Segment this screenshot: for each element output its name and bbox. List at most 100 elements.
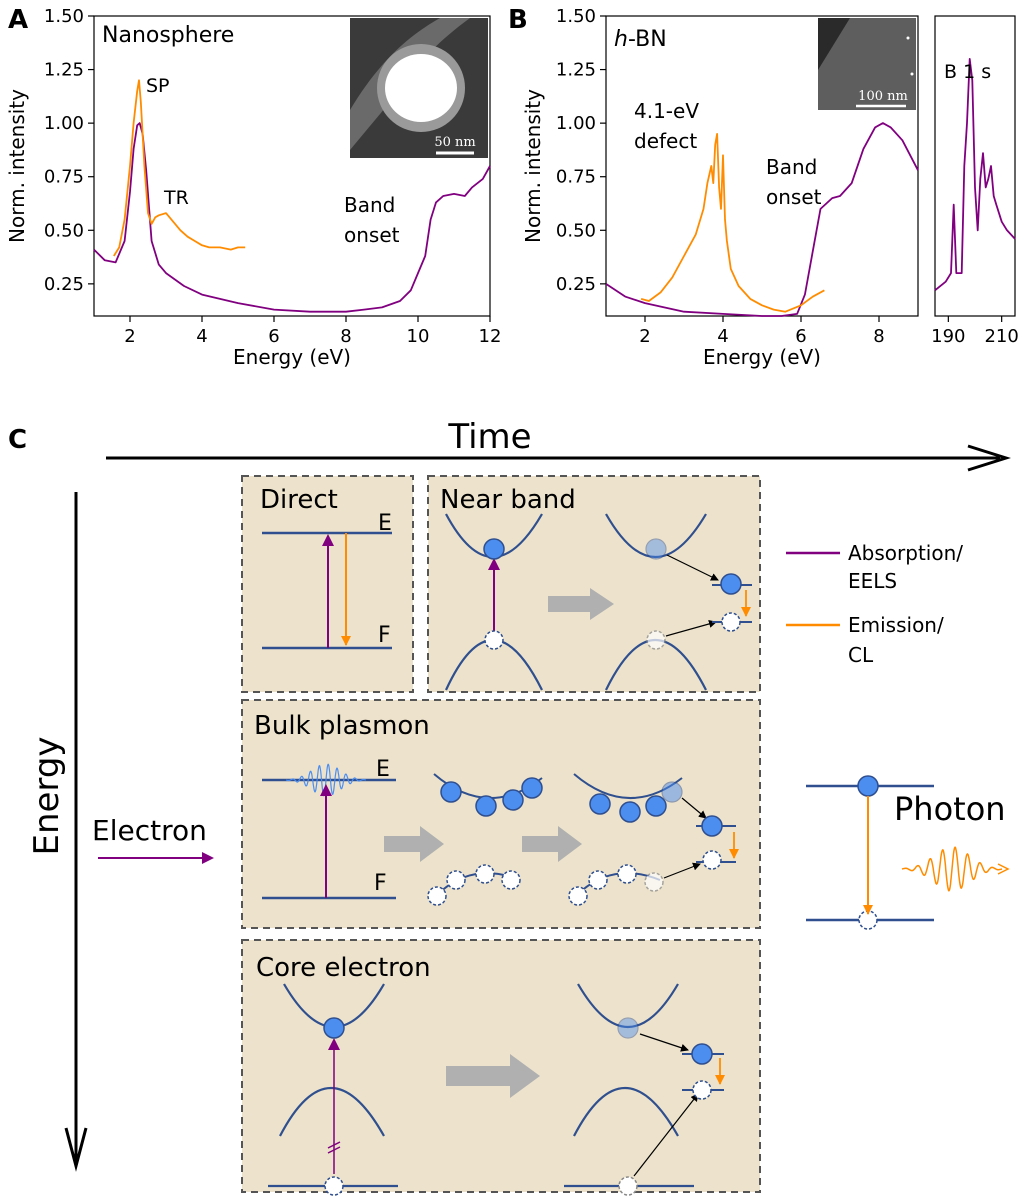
emission-cl-series [113, 79, 246, 257]
energy-label: Energy [27, 736, 67, 855]
direct-label-e: E [378, 511, 392, 536]
axis-break-icon [327, 1141, 341, 1149]
panel-b-xlabel: Energy (eV) [703, 345, 821, 369]
panel-b-curves [605, 122, 919, 317]
panel-a: A 2 4 6 8 10 12 0.25 0.50 0.75 1.00 1.25 1.50 Nano… [5, 5, 501, 369]
hole-icon [617, 864, 637, 884]
photon-wave-icon [901, 846, 1003, 892]
bulk-plasmon-title: Bulk plasmon [254, 711, 430, 741]
hole-icon [324, 1176, 344, 1196]
absorption-eels-series [605, 122, 919, 317]
time-arrowhead [967, 444, 1011, 472]
electron-icon [483, 538, 505, 560]
core-electron-title: Core electron [256, 953, 431, 983]
hole-icon [588, 870, 608, 890]
absorption-eels-series [934, 58, 1016, 292]
direct-box: Direct E F [241, 475, 414, 693]
electron-icon [440, 781, 462, 803]
panel-a-y-ticks: 0.25 0.50 0.75 1.00 1.25 1.50 [44, 6, 94, 295]
absorption-eels-series [93, 122, 491, 313]
panel-b-y-tick-label: 1.00 [556, 113, 596, 134]
b1s-x-tick-label: 210 [984, 326, 1018, 347]
relax-arrow [666, 554, 719, 581]
b1s-x-ticks: 190 210 [931, 316, 1019, 347]
time-label: Time [447, 417, 531, 457]
process-arrow-icon [384, 826, 444, 862]
legend-emission-line2: CL [848, 643, 874, 667]
nanosphere-micrograph: 50 nm [350, 18, 488, 158]
photon-emission-diagram: Photon [806, 775, 1010, 930]
panel-a-x-tick-label: 6 [268, 326, 279, 347]
hole-icon [475, 864, 495, 884]
legend-absorption-line1: Absorption/ [848, 541, 963, 565]
annotation-onset: onset [344, 223, 400, 247]
annotation-sp: SP [146, 75, 170, 97]
panel-b-x-tick-label: 2 [639, 326, 650, 347]
panel-c-letter: C [8, 425, 27, 455]
panel-b-letter: B [508, 5, 528, 35]
panel-b-y-tick-label: 0.25 [556, 274, 596, 295]
panel-a-y-tick-label: 0.50 [44, 220, 84, 241]
panel-b-title-italic: h [614, 27, 628, 52]
panel-c: C Time Energy Absorption/ EELS Emission/… [8, 417, 1011, 1196]
nanosphere-scale-bar: 50 nm [434, 135, 475, 150]
panel-b-y-ticks: 0.25 0.50 0.75 1.00 1.25 1.50 [556, 6, 606, 295]
electron-icon [691, 1043, 713, 1065]
electron-icon [475, 795, 497, 817]
hbn-micrograph: 100 nm [818, 18, 916, 110]
electron-icon [701, 815, 723, 837]
annotation-tr: TR [163, 187, 189, 209]
axis-break-icon [327, 1146, 341, 1154]
conduction-band [605, 513, 707, 558]
photon-arrowhead [997, 863, 1010, 875]
direct-title: Direct [260, 485, 338, 515]
panel-b-y-tick-label: 0.75 [556, 167, 596, 188]
panel-a-y-tick-label: 0.75 [44, 167, 84, 188]
conduction-band [577, 983, 679, 1028]
annotation-defect-energy: 4.1-eV [634, 99, 699, 123]
panel-b-y-tick-label: 0.50 [556, 220, 596, 241]
electron-icon [619, 801, 641, 823]
hbn-scale-bar: 100 nm [858, 89, 908, 104]
valence-band [573, 1086, 679, 1137]
panel-a-y-tick-label: 0.25 [44, 274, 84, 295]
emission-cl-series [640, 132, 825, 313]
electron-icon [857, 775, 879, 797]
hole-icon [501, 870, 521, 890]
valence-band [279, 1086, 385, 1137]
electron-label: Electron [92, 814, 207, 847]
relax-arrow [663, 862, 701, 879]
panel-b-x-tick-label: 6 [795, 326, 806, 347]
relax-arrow [681, 797, 707, 819]
electron-icon [323, 1017, 345, 1039]
panel-b-x-ticks: 2 4 6 8 [639, 316, 885, 347]
relax-arrow [633, 1093, 699, 1177]
energy-arrowhead [64, 1127, 88, 1172]
panel-b-y-tick-label: 1.50 [556, 6, 596, 27]
annotation-band-b: Band [766, 155, 817, 179]
legend-emission-line1: Emission/ [848, 613, 944, 637]
core-electron-box: Core electron [241, 939, 761, 1196]
panel-b-x-tick-label: 8 [873, 326, 884, 347]
panel-a-curves [93, 79, 491, 313]
panel-b-x-tick-label: 4 [717, 326, 728, 347]
panel-a-title: Nanosphere [102, 23, 234, 48]
electron-faded-icon [645, 538, 667, 560]
near-band-box: Near band [427, 475, 761, 693]
electron-icon [521, 777, 543, 799]
process-arrow-icon [548, 588, 614, 620]
panel-b-title: h-BN [614, 27, 667, 52]
photon-label: Photon [894, 790, 1006, 828]
b1s-x-tick-label: 190 [931, 326, 965, 347]
hole-icon [446, 870, 466, 890]
electron-icon [589, 793, 611, 815]
panel-a-x-tick-label: 12 [479, 326, 502, 347]
panel-a-x-tick-label: 8 [340, 326, 351, 347]
electron-icon [645, 795, 667, 817]
panel-a-ylabel: Norm. intensity [5, 89, 29, 243]
hole-icon [721, 612, 741, 632]
panel-b-title-rest: -BN [628, 27, 667, 52]
electron-icon [720, 573, 742, 595]
panel-b-ylabel: Norm. intensity [521, 89, 545, 243]
